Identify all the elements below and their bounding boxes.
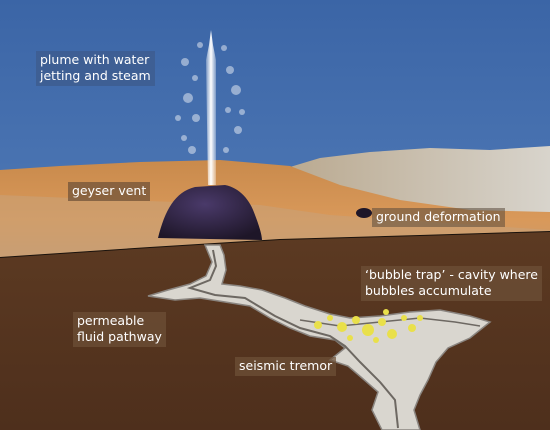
plume-label: plume with water jetting and steam bbox=[36, 51, 155, 86]
bubble-trap-label: ‘bubble trap’ - cavity where bubbles acc… bbox=[361, 266, 542, 301]
seismic-tremor-label: seismic tremor bbox=[235, 357, 337, 376]
geyser-vent-mound bbox=[158, 185, 262, 240]
water-jet bbox=[206, 30, 216, 185]
geyser-vent-label: geyser vent bbox=[68, 182, 151, 201]
ground-deformation-label: ground deformation bbox=[372, 208, 505, 227]
fluid-pathway-label: permeable fluid pathway bbox=[73, 312, 166, 347]
steam-droplets bbox=[175, 42, 245, 154]
ground-deformation-rock bbox=[356, 208, 372, 218]
bubbles bbox=[314, 309, 423, 343]
fluid-pathway bbox=[147, 244, 492, 430]
